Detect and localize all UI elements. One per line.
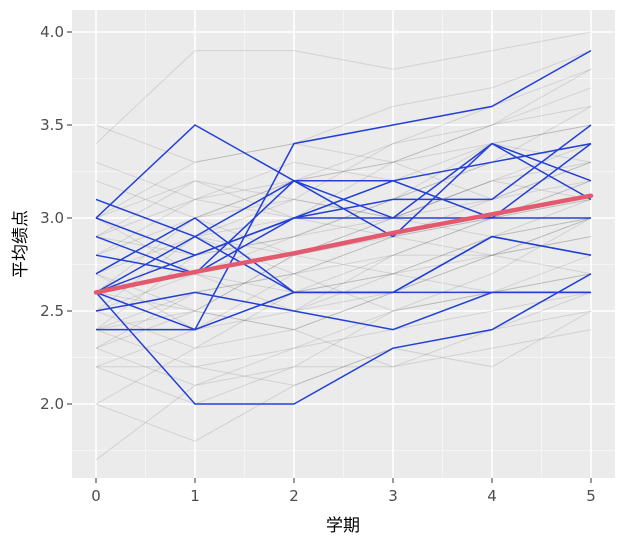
background-series-line [95, 236, 592, 331]
x-tick-label: 3 [388, 487, 398, 505]
background-series-line [95, 198, 592, 275]
highlighted-series-line [95, 143, 592, 294]
background-series-line [95, 31, 592, 144]
background-series-line [95, 105, 592, 163]
x-tick-label: 4 [487, 487, 497, 505]
background-series-line [95, 254, 592, 312]
background-series-line [95, 68, 592, 238]
background-series-line [95, 217, 592, 349]
background-series-line [95, 273, 592, 368]
highlighted-series-line [95, 142, 592, 257]
highlighted-series [95, 49, 592, 405]
background-series-line [95, 217, 592, 349]
background-series-line [95, 217, 592, 461]
background-series-line [95, 291, 592, 386]
x-tick-label: 0 [91, 487, 101, 505]
x-axis: 0 1 2 3 4 5 [91, 478, 596, 505]
background-series-line [95, 217, 592, 368]
y-axis: 2.0 2.5 3.0 3.5 4.0 [40, 23, 72, 413]
y-tick-label: 3.5 [40, 116, 64, 134]
watermark: https://blog.csdn.net/qq_19600291 [374, 519, 620, 535]
x-tick-label: 2 [289, 487, 299, 505]
y-tick-label: 2.5 [40, 302, 64, 320]
background-series-line [95, 124, 592, 256]
highlighted-series-line [95, 273, 592, 405]
background-series-line [95, 329, 592, 405]
y-tick-label: 3.0 [40, 209, 64, 227]
background-series-line [95, 291, 592, 442]
highlighted-series-line [95, 49, 592, 331]
y-axis-title: 平均绩点 [11, 210, 31, 278]
y-tick-label: 2.0 [40, 395, 64, 413]
background-series-line [95, 310, 592, 368]
background-series-line [95, 198, 592, 405]
background-series-line [95, 50, 592, 219]
x-tick-label: 1 [190, 487, 200, 505]
background-series-line [96, 310, 592, 386]
x-axis-title: 学期 [326, 516, 360, 536]
highlighted-series-line [96, 291, 591, 331]
background-series-line [95, 161, 592, 349]
trend-line [93, 193, 594, 295]
background-series-line [95, 161, 592, 238]
background-series-line [95, 217, 592, 256]
highlighted-series-line [95, 142, 592, 294]
highlighted-series-line [95, 124, 592, 275]
background-series-line [95, 180, 592, 312]
x-tick-label: 5 [586, 487, 596, 505]
y-tick-label: 4.0 [40, 23, 64, 41]
trend-series [93, 193, 594, 295]
